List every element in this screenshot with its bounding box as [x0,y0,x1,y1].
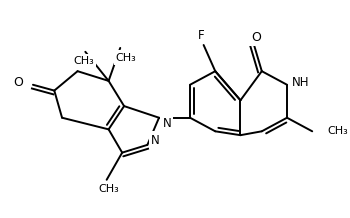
Text: N: N [151,134,160,146]
Text: F: F [198,29,205,42]
Text: NH: NH [292,76,309,89]
Text: CH₃: CH₃ [328,126,349,136]
Text: O: O [251,31,261,44]
Text: N: N [162,117,171,130]
Text: CH₃: CH₃ [73,56,94,66]
Text: O: O [13,76,23,89]
Text: CH₃: CH₃ [116,53,136,63]
Text: CH₃: CH₃ [98,184,119,194]
